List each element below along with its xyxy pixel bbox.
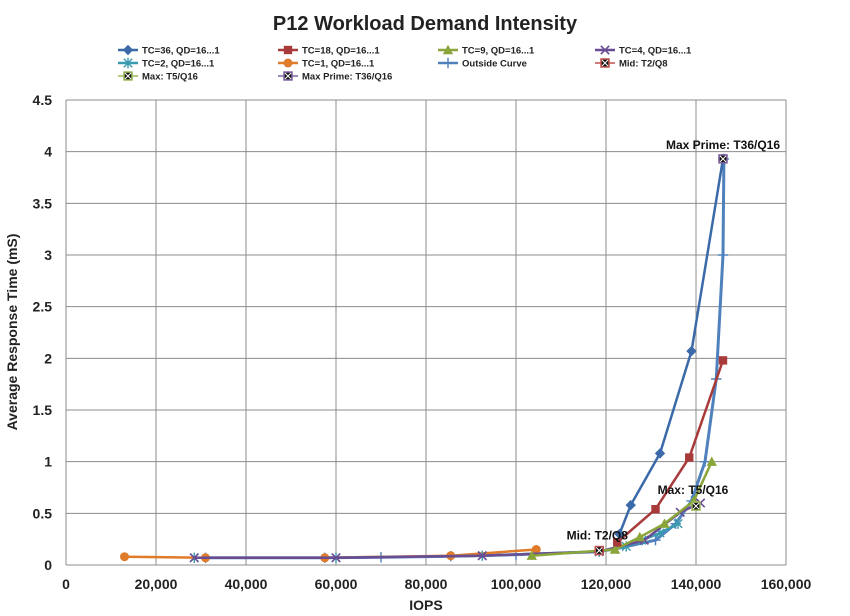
legend-marker <box>123 57 133 69</box>
y-tick-label: 1.5 <box>33 402 53 418</box>
data-point <box>651 505 660 514</box>
data-point-cross <box>692 502 700 510</box>
y-tick-label: 1 <box>44 454 52 470</box>
legend-item: Max Prime: T36/Q16 <box>278 71 392 83</box>
series-1 <box>613 356 728 547</box>
legend-label: TC=9, QD=16...1 <box>462 46 535 57</box>
data-point <box>699 456 711 467</box>
chart-title: P12 Workload Demand Intensity <box>273 13 578 35</box>
y-axis-ticks: 0 0.5 1 1.5 2 2.5 3 3.5 4 4.5 <box>33 92 53 573</box>
legend-item: Max: T5/Q16 <box>118 71 198 83</box>
data-point <box>189 553 200 563</box>
y-tick-label: 4 <box>44 144 52 160</box>
data-point <box>717 249 729 261</box>
data-point <box>634 531 645 542</box>
x-tick-label: 40,000 <box>225 576 268 592</box>
series-line <box>618 157 725 536</box>
series-line <box>616 359 725 544</box>
legend-label: TC=36, QD=16...1 <box>142 46 220 57</box>
legend-label: TC=18, QD=16...1 <box>302 46 380 57</box>
legend-label: Max: T5/Q16 <box>142 72 198 83</box>
data-point <box>654 448 666 459</box>
x-tick-label: 20,000 <box>135 576 178 592</box>
x-tick-label: 160,000 <box>761 576 812 592</box>
legend-marker <box>283 58 293 68</box>
data-point <box>120 552 129 562</box>
data-point <box>673 518 683 529</box>
y-tick-label: 2 <box>44 350 52 366</box>
y-tick-label: 4.5 <box>33 92 53 108</box>
data-point-cross <box>595 547 603 554</box>
legend-marker <box>122 44 134 56</box>
data-point <box>531 545 541 554</box>
series-7 <box>594 545 604 556</box>
legend-label: Max Prime: T36/Q16 <box>302 72 392 83</box>
x-tick-label: 0 <box>62 576 70 592</box>
grid <box>65 99 787 566</box>
data-point <box>613 538 622 547</box>
data-point <box>614 528 625 540</box>
series-5 <box>120 545 541 563</box>
y-tick-label: 2.5 <box>33 299 53 315</box>
data-point <box>686 345 697 357</box>
legend-item: Outside Curve <box>438 57 527 70</box>
legend-marker-cross <box>124 72 132 80</box>
data-point <box>659 518 670 528</box>
legend-label: Outside Curve <box>462 59 527 70</box>
legend-item: TC=18, QD=16...1 <box>278 46 380 57</box>
legend-label: TC=2, QD=16...1 <box>142 59 215 70</box>
legend: TC=36, QD=16...1 TC=18, QD=16...1 TC=9, QD… <box>118 44 692 83</box>
x-axis-title: IOPS <box>409 597 442 613</box>
y-tick-label: 3.5 <box>33 195 53 211</box>
data-point <box>526 550 537 560</box>
legend-item: TC=4, QD=16...1 <box>595 45 692 57</box>
legend-label: Mid: T2/Q8 <box>619 59 668 70</box>
y-tick-label: 3 <box>44 247 52 263</box>
annotation-label: Max Prime: T36/Q16 <box>666 138 780 152</box>
x-tick-label: 60,000 <box>315 576 358 592</box>
annotation-label: Mid: T2/Q8 <box>567 529 629 543</box>
y-axis-title: Average Response Time (mS) <box>4 234 20 431</box>
data-point <box>609 544 621 554</box>
legend-marker-cross <box>284 72 292 80</box>
legend-label: TC=1, QD=16...1 <box>302 59 375 70</box>
data-point-cross <box>719 155 727 163</box>
data-point <box>331 553 341 563</box>
legend-marker <box>600 45 610 55</box>
x-tick-label: 100,000 <box>491 576 542 592</box>
annotations: Max Prime: T36/Q16 Max: T5/Q16 Mid: T2/Q8 <box>567 138 781 543</box>
legend-marker <box>283 45 293 55</box>
legend-label: TC=4, QD=16...1 <box>619 46 692 57</box>
x-tick-label: 80,000 <box>405 576 448 592</box>
series-0 <box>614 153 729 540</box>
data-point <box>706 456 717 466</box>
data-point <box>685 453 694 462</box>
y-tick-label: 0 <box>44 557 52 573</box>
data-point <box>718 356 728 365</box>
legend-item: TC=1, QD=16...1 <box>278 58 375 70</box>
legend-marker-cross <box>601 59 609 67</box>
legend-item: TC=2, QD=16...1 <box>118 57 215 70</box>
series-9 <box>718 154 728 164</box>
legend-marker <box>442 44 454 55</box>
legend-marker <box>442 57 454 69</box>
legend-item: TC=36, QD=16...1 <box>118 44 220 57</box>
legend-item: TC=9, QD=16...1 <box>438 44 535 57</box>
data-point <box>625 499 636 511</box>
y-tick-label: 0.5 <box>33 505 53 521</box>
x-tick-label: 120,000 <box>581 576 632 592</box>
series-8 <box>691 501 701 511</box>
annotation-label: Max: T5/Q16 <box>658 483 729 497</box>
x-tick-label: 140,000 <box>671 576 722 592</box>
legend-item: Mid: T2/Q8 <box>595 58 668 70</box>
series-layer <box>120 153 730 563</box>
x-axis-ticks: 0 20,000 40,000 60,000 80,000 100,000 120,000 1… <box>62 576 811 592</box>
data-point <box>477 550 488 561</box>
